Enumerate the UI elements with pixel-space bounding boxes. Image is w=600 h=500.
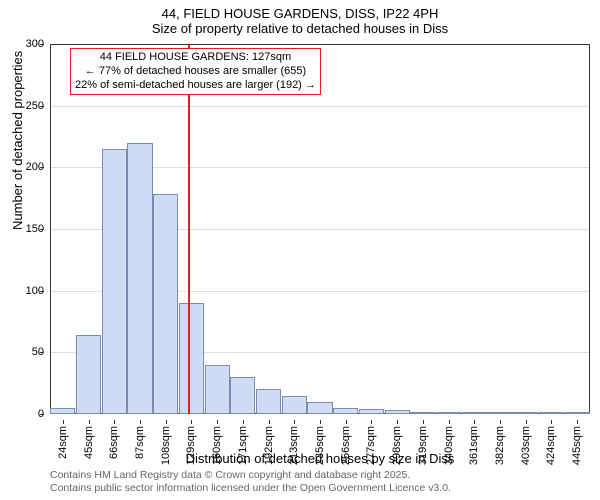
annotation-line-3: 22% of semi-detached houses are larger (… <box>75 79 316 93</box>
histogram-bar <box>282 396 307 415</box>
chart-container: 44 FIELD HOUSE GARDENS: 127sqm ← 77% of … <box>50 44 590 414</box>
histogram-bar <box>539 412 564 414</box>
histogram-bar <box>359 409 384 414</box>
histogram-bar <box>179 303 204 414</box>
footer-attribution: Contains HM Land Registry data © Crown c… <box>50 469 451 496</box>
histogram-bar <box>436 412 461 414</box>
histogram-bar <box>307 402 332 414</box>
histogram-bar <box>462 412 487 414</box>
histogram-bar <box>230 377 255 414</box>
histogram-bar <box>256 389 281 414</box>
axis-left <box>50 44 51 414</box>
annotation-line-2: ← 77% of detached houses are smaller (65… <box>75 65 316 79</box>
histogram-bar <box>50 408 75 414</box>
histogram-bar <box>565 412 590 414</box>
chart-title-sub: Size of property relative to detached ho… <box>0 21 600 38</box>
x-axis-label: Distribution of detached houses by size … <box>50 451 590 466</box>
histogram-bar <box>153 194 178 414</box>
histogram-bar <box>127 143 152 414</box>
footer-line-1: Contains HM Land Registry data © Crown c… <box>50 469 451 483</box>
histogram-bar <box>333 408 358 414</box>
axis-right <box>589 44 590 414</box>
histogram-bar <box>102 149 127 414</box>
y-axis-label: Number of detached properties <box>10 51 25 230</box>
histogram-bar <box>513 412 538 414</box>
plot-area: 44 FIELD HOUSE GARDENS: 127sqm ← 77% of … <box>50 44 590 414</box>
marker-vline <box>188 44 190 414</box>
histogram-bar <box>385 410 410 414</box>
histogram-bar <box>76 335 101 414</box>
histogram-bar <box>205 365 230 414</box>
chart-title-main: 44, FIELD HOUSE GARDENS, DISS, IP22 4PH <box>0 0 600 21</box>
annotation-line-1: 44 FIELD HOUSE GARDENS: 127sqm <box>75 51 316 65</box>
annotation-box: 44 FIELD HOUSE GARDENS: 127sqm ← 77% of … <box>70 48 321 95</box>
y-gridline <box>50 106 590 107</box>
footer-line-2: Contains public sector information licen… <box>50 482 451 496</box>
histogram-bar <box>410 412 435 414</box>
histogram-bar <box>487 412 512 414</box>
axis-top <box>50 44 590 45</box>
